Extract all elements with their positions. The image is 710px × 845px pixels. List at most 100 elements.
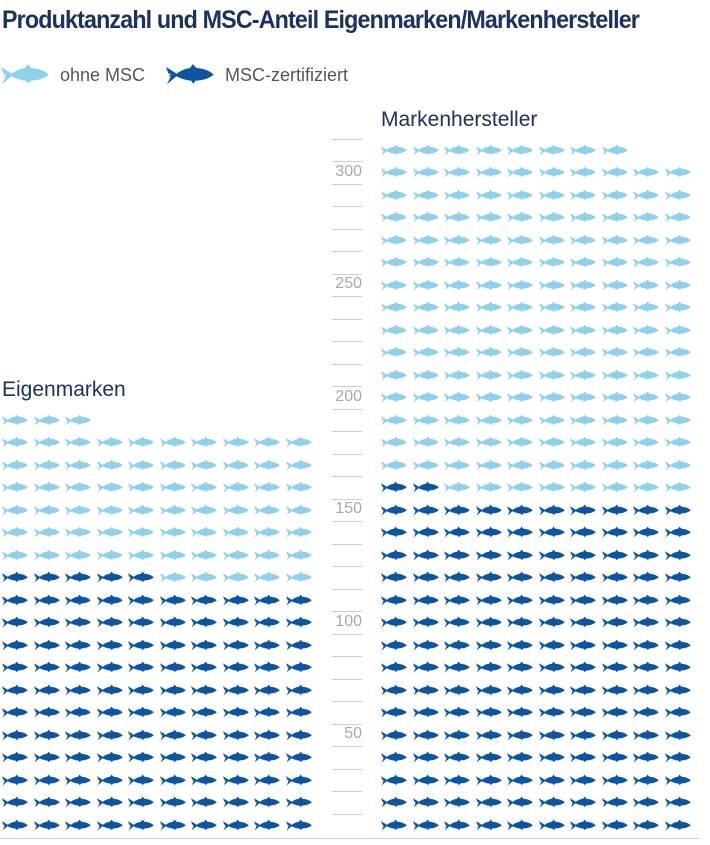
fish-icon	[191, 661, 217, 673]
fish-icon	[254, 729, 280, 740]
fish-icon	[285, 796, 312, 808]
fish-icon	[381, 369, 407, 380]
fish-icon	[664, 729, 691, 740]
fish-icon	[475, 256, 502, 268]
axis-tick	[332, 183, 362, 185]
fish-icon	[159, 481, 186, 493]
fish-icon	[254, 481, 280, 493]
fish-icon	[412, 459, 439, 470]
fish-icon	[475, 751, 502, 763]
fish-icon	[2, 774, 28, 785]
fish-icon	[601, 526, 628, 538]
fish-icon	[475, 616, 502, 628]
fish-icon	[633, 211, 659, 223]
fish-icon	[538, 594, 565, 605]
fish-icon	[128, 661, 154, 673]
fish-icon	[444, 549, 470, 560]
fish-icon	[65, 526, 91, 538]
fish-icon	[65, 414, 91, 425]
fish-icon	[222, 571, 249, 583]
fish-icon	[412, 661, 439, 673]
fish-icon	[444, 279, 470, 290]
axis-tick	[332, 633, 362, 635]
axis-label: 50	[344, 725, 362, 742]
fish-icon	[128, 819, 154, 830]
fish-icon	[128, 751, 154, 763]
legend-item-msc: MSC-zertifiziert	[165, 63, 348, 87]
fish-icon	[96, 639, 123, 650]
fish-icon	[507, 481, 533, 493]
fish-icon	[191, 549, 217, 560]
axis-label: 200	[335, 387, 362, 405]
fish-icon	[96, 729, 123, 740]
fish-icon	[412, 256, 439, 268]
fish-icon	[285, 639, 312, 650]
fish-icon	[412, 279, 439, 290]
fish-icon	[570, 459, 596, 470]
fish-icon	[538, 436, 565, 448]
fish-icon	[538, 324, 565, 335]
fish-icon	[570, 166, 596, 178]
fish-icon	[444, 301, 470, 313]
fish-icon	[412, 549, 439, 560]
fish-icon	[65, 639, 91, 650]
axis-tick	[332, 453, 362, 455]
group-title-eigenmarken: Eigenmarken	[2, 378, 126, 401]
fish-icon	[381, 234, 407, 245]
fish-icon	[222, 661, 249, 673]
fish-icon	[159, 774, 186, 785]
fish-icon	[254, 796, 280, 808]
fish-icon	[444, 751, 470, 763]
fish-icon	[2, 571, 28, 583]
fish-icon	[444, 414, 470, 425]
fish-icon	[570, 414, 596, 425]
fish-icon	[601, 256, 628, 268]
fish-icon	[601, 459, 628, 470]
fish-icon	[664, 661, 691, 673]
fish-icon	[381, 549, 407, 560]
fish-icon	[538, 729, 565, 740]
fish-icon	[128, 594, 154, 605]
fish-icon	[601, 481, 628, 493]
fish-icon	[570, 234, 596, 245]
fish-icon	[412, 414, 439, 425]
fish-icon	[601, 436, 628, 448]
fish-icon	[475, 436, 502, 448]
fish-icon	[570, 594, 596, 605]
fish-icon	[222, 751, 249, 763]
fish-icon	[222, 459, 249, 470]
fish-icon	[633, 751, 659, 763]
fish-icon	[664, 526, 691, 538]
fish-icon	[412, 144, 439, 155]
fish-icon	[475, 189, 502, 200]
fish-icon	[507, 211, 533, 223]
fish-icon	[601, 279, 628, 290]
fish-icon	[191, 774, 217, 785]
fish-icon	[444, 391, 470, 403]
fish-icon	[601, 166, 628, 178]
fish-icon	[507, 549, 533, 560]
fish-icon	[33, 414, 60, 425]
fish-icon	[285, 481, 312, 493]
fish-icon	[633, 436, 659, 448]
axis-tick	[332, 791, 362, 793]
fish-icon	[664, 256, 691, 268]
fish-icon	[2, 549, 28, 560]
fish-icon	[475, 571, 502, 583]
fish-icon	[633, 324, 659, 335]
fish-icon	[507, 234, 533, 245]
fish-icon	[381, 301, 407, 313]
fish-icon	[65, 549, 91, 560]
fish-icon	[159, 751, 186, 763]
fish-icon	[412, 639, 439, 650]
fish-icon	[65, 481, 91, 493]
fish-icon	[601, 571, 628, 583]
fish-icon	[601, 639, 628, 650]
fish-icon	[633, 369, 659, 380]
fish-icon	[507, 751, 533, 763]
fish-icon	[475, 279, 502, 290]
fish-icon	[96, 594, 123, 605]
fish-icon	[444, 616, 470, 628]
fish-icon	[507, 256, 533, 268]
fish-icon	[381, 729, 407, 740]
